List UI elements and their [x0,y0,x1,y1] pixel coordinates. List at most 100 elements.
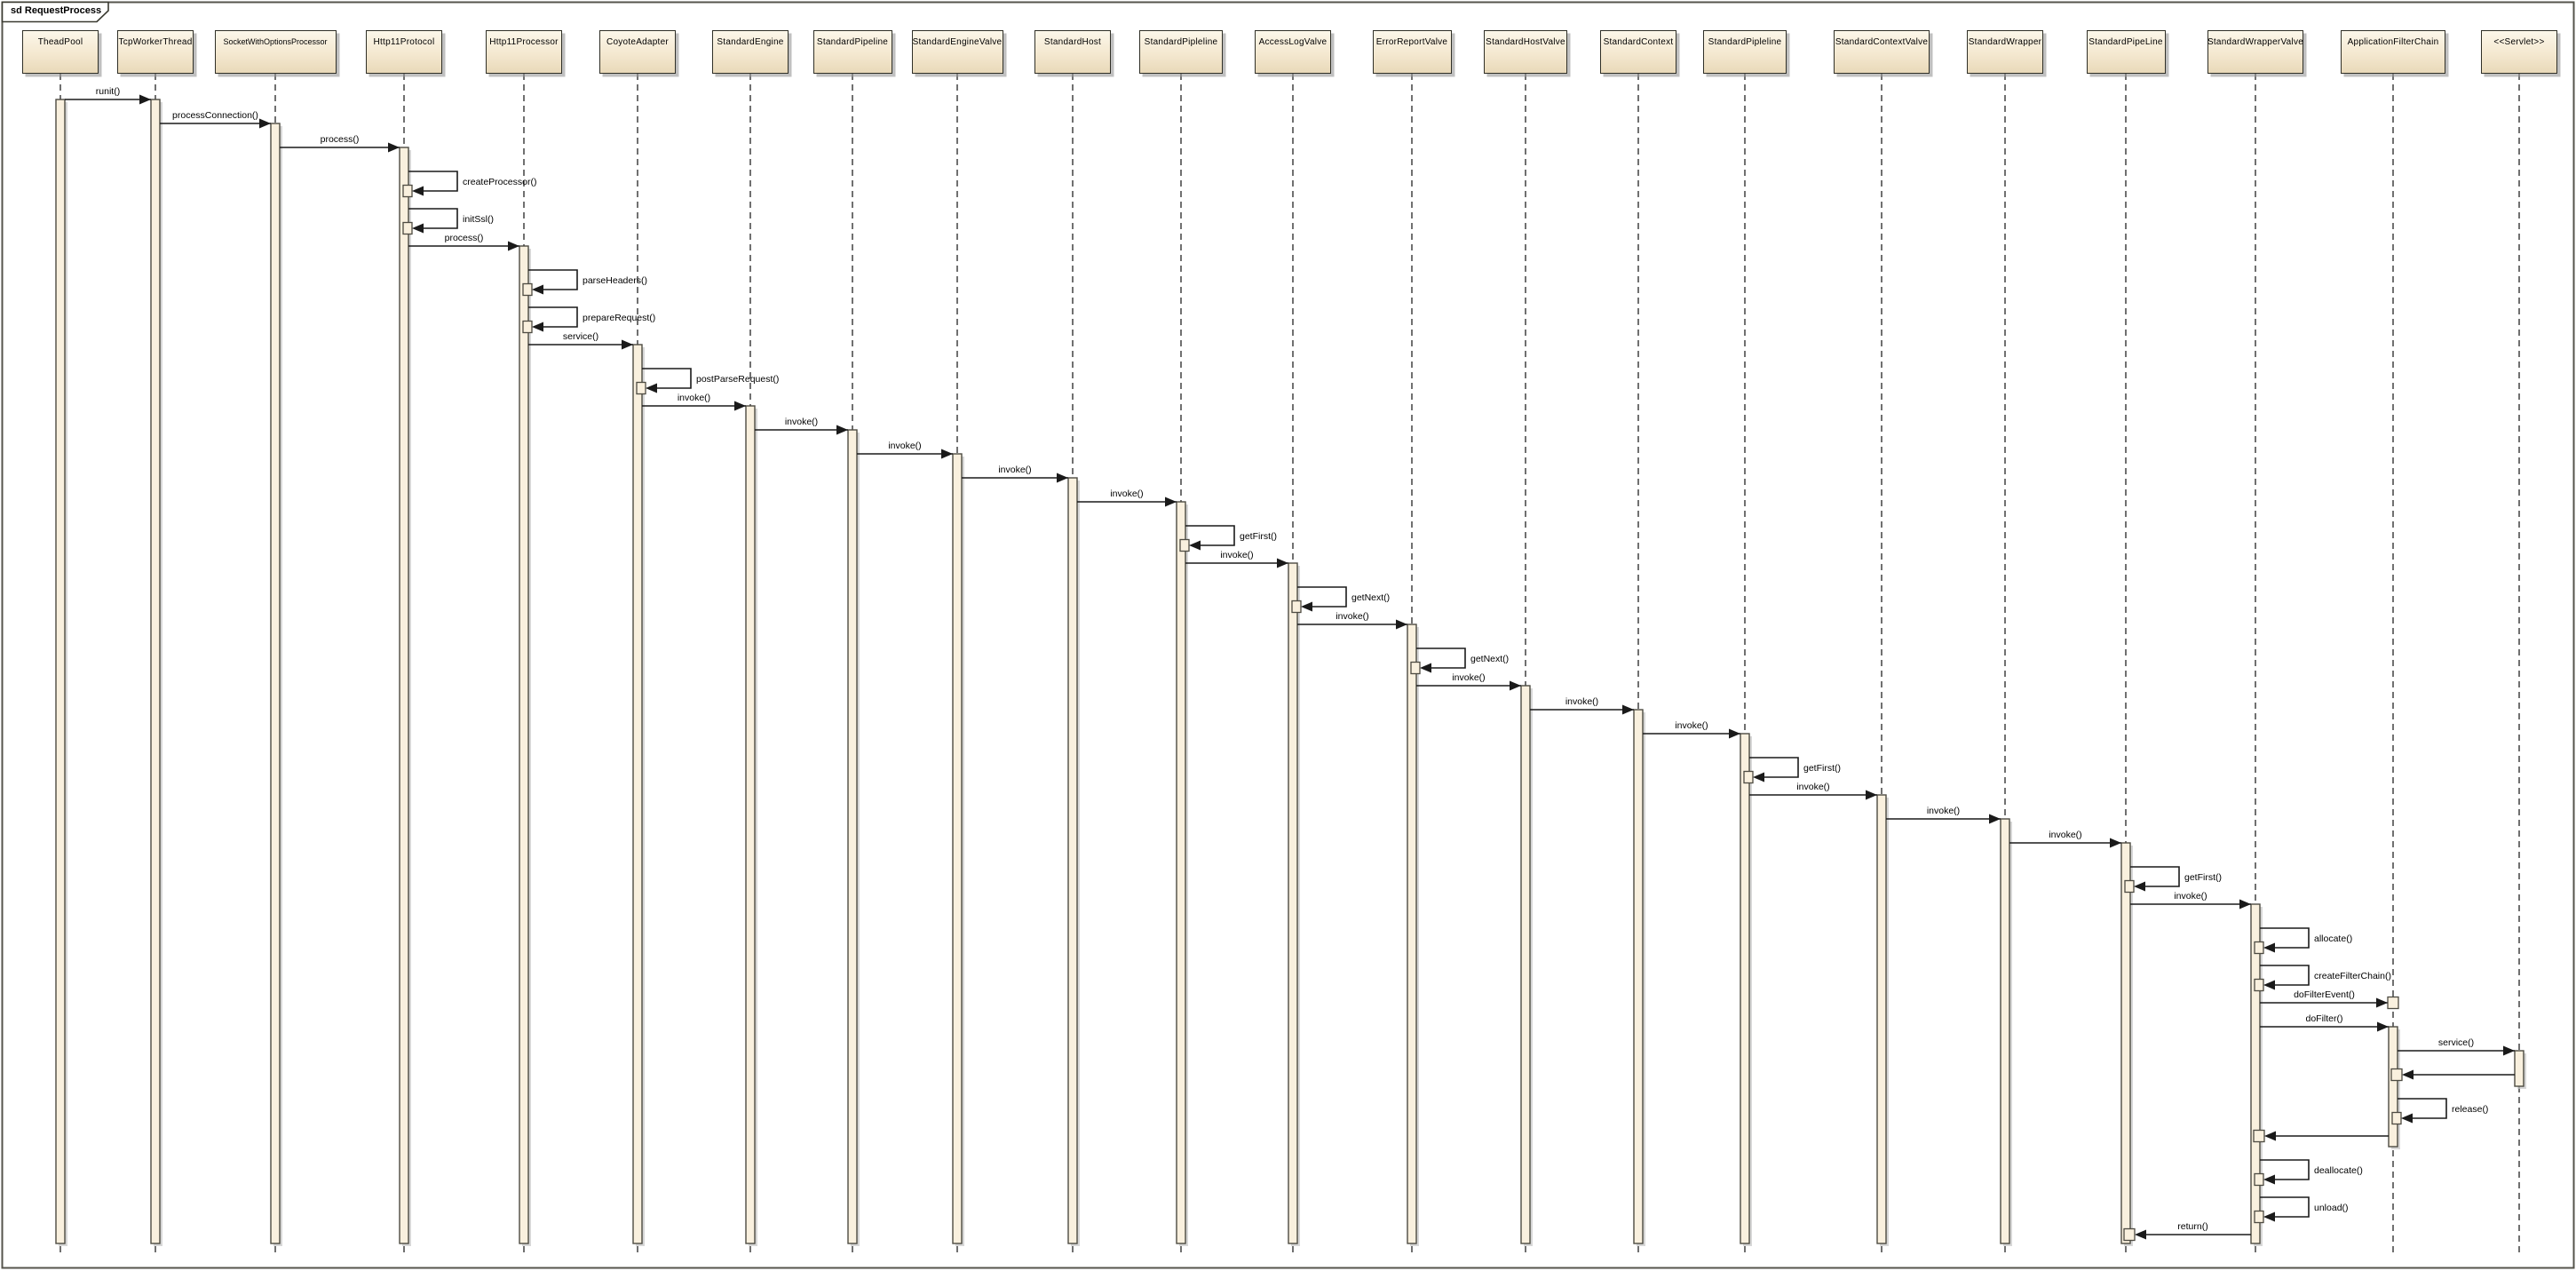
nested-activation-box [1291,600,1302,614]
participant-name: ErrorReportValve [1375,37,1448,47]
message-label-invoke: invoke() [1565,696,1598,707]
arrowhead-left [2402,1069,2414,1080]
activation-standardengine [745,405,756,1244]
activation-standardpipeline [847,429,858,1244]
nested-activation-box [2387,996,2399,1010]
arrowhead-left [646,383,657,393]
activation-standardcontextvalve [1876,794,1887,1244]
nested-activation-box [522,320,533,334]
activation-standardpipleline [1176,501,1186,1244]
activation-standardpipleline [1740,733,1750,1244]
self-message-38-unload [2260,1196,2310,1218]
arrowhead-right [2503,1045,2515,1056]
message-label-invoke: invoke() [888,441,921,451]
arrowhead-right [2239,899,2251,910]
self-message-37-deallocate [2260,1159,2310,1180]
participant-name: StandardEngineValve [912,37,1003,47]
message-label-release: release() [2452,1104,2488,1115]
message-label-runit: runit() [96,86,120,97]
message-label-dofilterevent: doFilterEvent() [2294,989,2355,1000]
activation-standardenginevalve [952,453,963,1244]
participant-name: StandardPipeline [816,37,889,47]
self-message-27-getfirst [2130,866,2180,887]
participant-box-standardwrappervalve: StandardWrapperValve [2207,30,2303,74]
arrowhead-left [1189,540,1201,551]
activation-servlet [2514,1050,2524,1087]
participant-box-standardpipeline: StandardPipeline [812,30,892,74]
self-message-6-parseheaders [528,269,578,290]
arrowhead-right [1989,814,2001,824]
participant-name: StandardHost [1043,37,1102,47]
participant-name: StandardWrapperValve [2207,37,2304,47]
nested-activation-box [402,221,413,235]
self-message-30-createfilterchain [2260,965,2310,986]
message-label-createprocessor: createProcessor() [463,177,536,187]
participant-box-standardengine: StandardEngine [712,30,789,74]
message-label-invoke: invoke() [998,465,1031,475]
arrowhead-left [2263,942,2275,953]
participant-name: Http11Protocol [373,37,435,47]
message-label-preparerequest: prepareRequest() [583,313,655,323]
participant-name: Http11Processor [489,37,559,47]
nested-activation-box [2254,1172,2264,1187]
nested-activation-box [522,282,533,297]
arrowhead-right [259,118,271,129]
arrowhead-left [412,223,424,234]
self-message-9-postparserequest [642,368,692,389]
activation-standardhostvalve [1520,685,1531,1244]
participant-box-tcpworkerthread: TcpWorkerThread [117,30,194,74]
activation-accesslogvalve [1288,562,1298,1244]
message-label-parseheaders: parseHeaders() [583,275,647,286]
participant-name: StandardPipleline [1708,37,1782,47]
arrowhead-right [2377,1021,2389,1032]
activation-standardwrappervalve [2250,903,2261,1244]
message-label-invoke: invoke() [2174,891,2207,902]
participant-name: StandardContextValve [1835,37,1929,47]
nested-activation-box [2254,941,2264,955]
participant-box-accesslogvalve: AccessLogValve [1255,30,1331,74]
arrowhead-left [532,322,543,332]
participant-box-http11protocol: Http11Protocol [366,30,442,74]
nested-activation-box [1743,770,1754,784]
nested-activation-box [1410,661,1421,675]
nested-activation-box [2124,879,2135,894]
participant-box-standardwrapper: StandardWrapper [1967,30,2043,74]
arrowhead-right [1277,558,1288,568]
participant-name: StandardContext [1603,37,1674,47]
message-label-invoke: invoke() [785,417,818,427]
participant-box-standardhost: StandardHost [1034,30,1111,74]
message-label-invoke: invoke() [1220,550,1253,560]
nested-activation-box [2390,1068,2403,1082]
participant-name: StandardHostValve [1486,37,1565,47]
participant-name: CoyoteAdapter [606,37,669,47]
activation-standardhost [1067,477,1078,1244]
message-label-invoke: invoke() [1110,489,1143,499]
message-label-process: process() [321,134,360,145]
message-label-getfirst: getFirst() [1803,763,1841,774]
arrowhead-left [1753,772,1764,782]
activation-theadpool [55,99,66,1244]
self-message-35-release [2398,1098,2447,1119]
arrowhead-right [139,94,151,105]
arrowhead-right [508,241,519,251]
arrowhead-right [836,425,848,435]
activation-coyoteadapter [632,344,643,1244]
nested-activation-box [1179,538,1190,552]
self-message-23-getfirst [1749,757,1799,778]
nested-activation-box [2391,1111,2402,1125]
participant-name: AccessLogValve [1258,37,1328,47]
arrowhead-right [1396,619,1407,630]
activation-http11protocol [399,147,409,1244]
arrowhead-right [1729,728,1740,739]
arrowhead-right [622,339,633,350]
self-message-3-createprocessor [408,171,458,192]
arrowhead-right [941,449,953,459]
message-label-process: process() [445,233,484,243]
participant-name: StandardWrapper [1968,37,2042,47]
participant-name: StandardPipleline [1144,37,1218,47]
arrowhead-right [1057,473,1068,483]
message-label-service: service() [563,331,598,342]
message-label-dofilter: doFilter() [2305,1013,2342,1024]
participant-name: SocketWithOptionsProcessor [223,37,328,46]
